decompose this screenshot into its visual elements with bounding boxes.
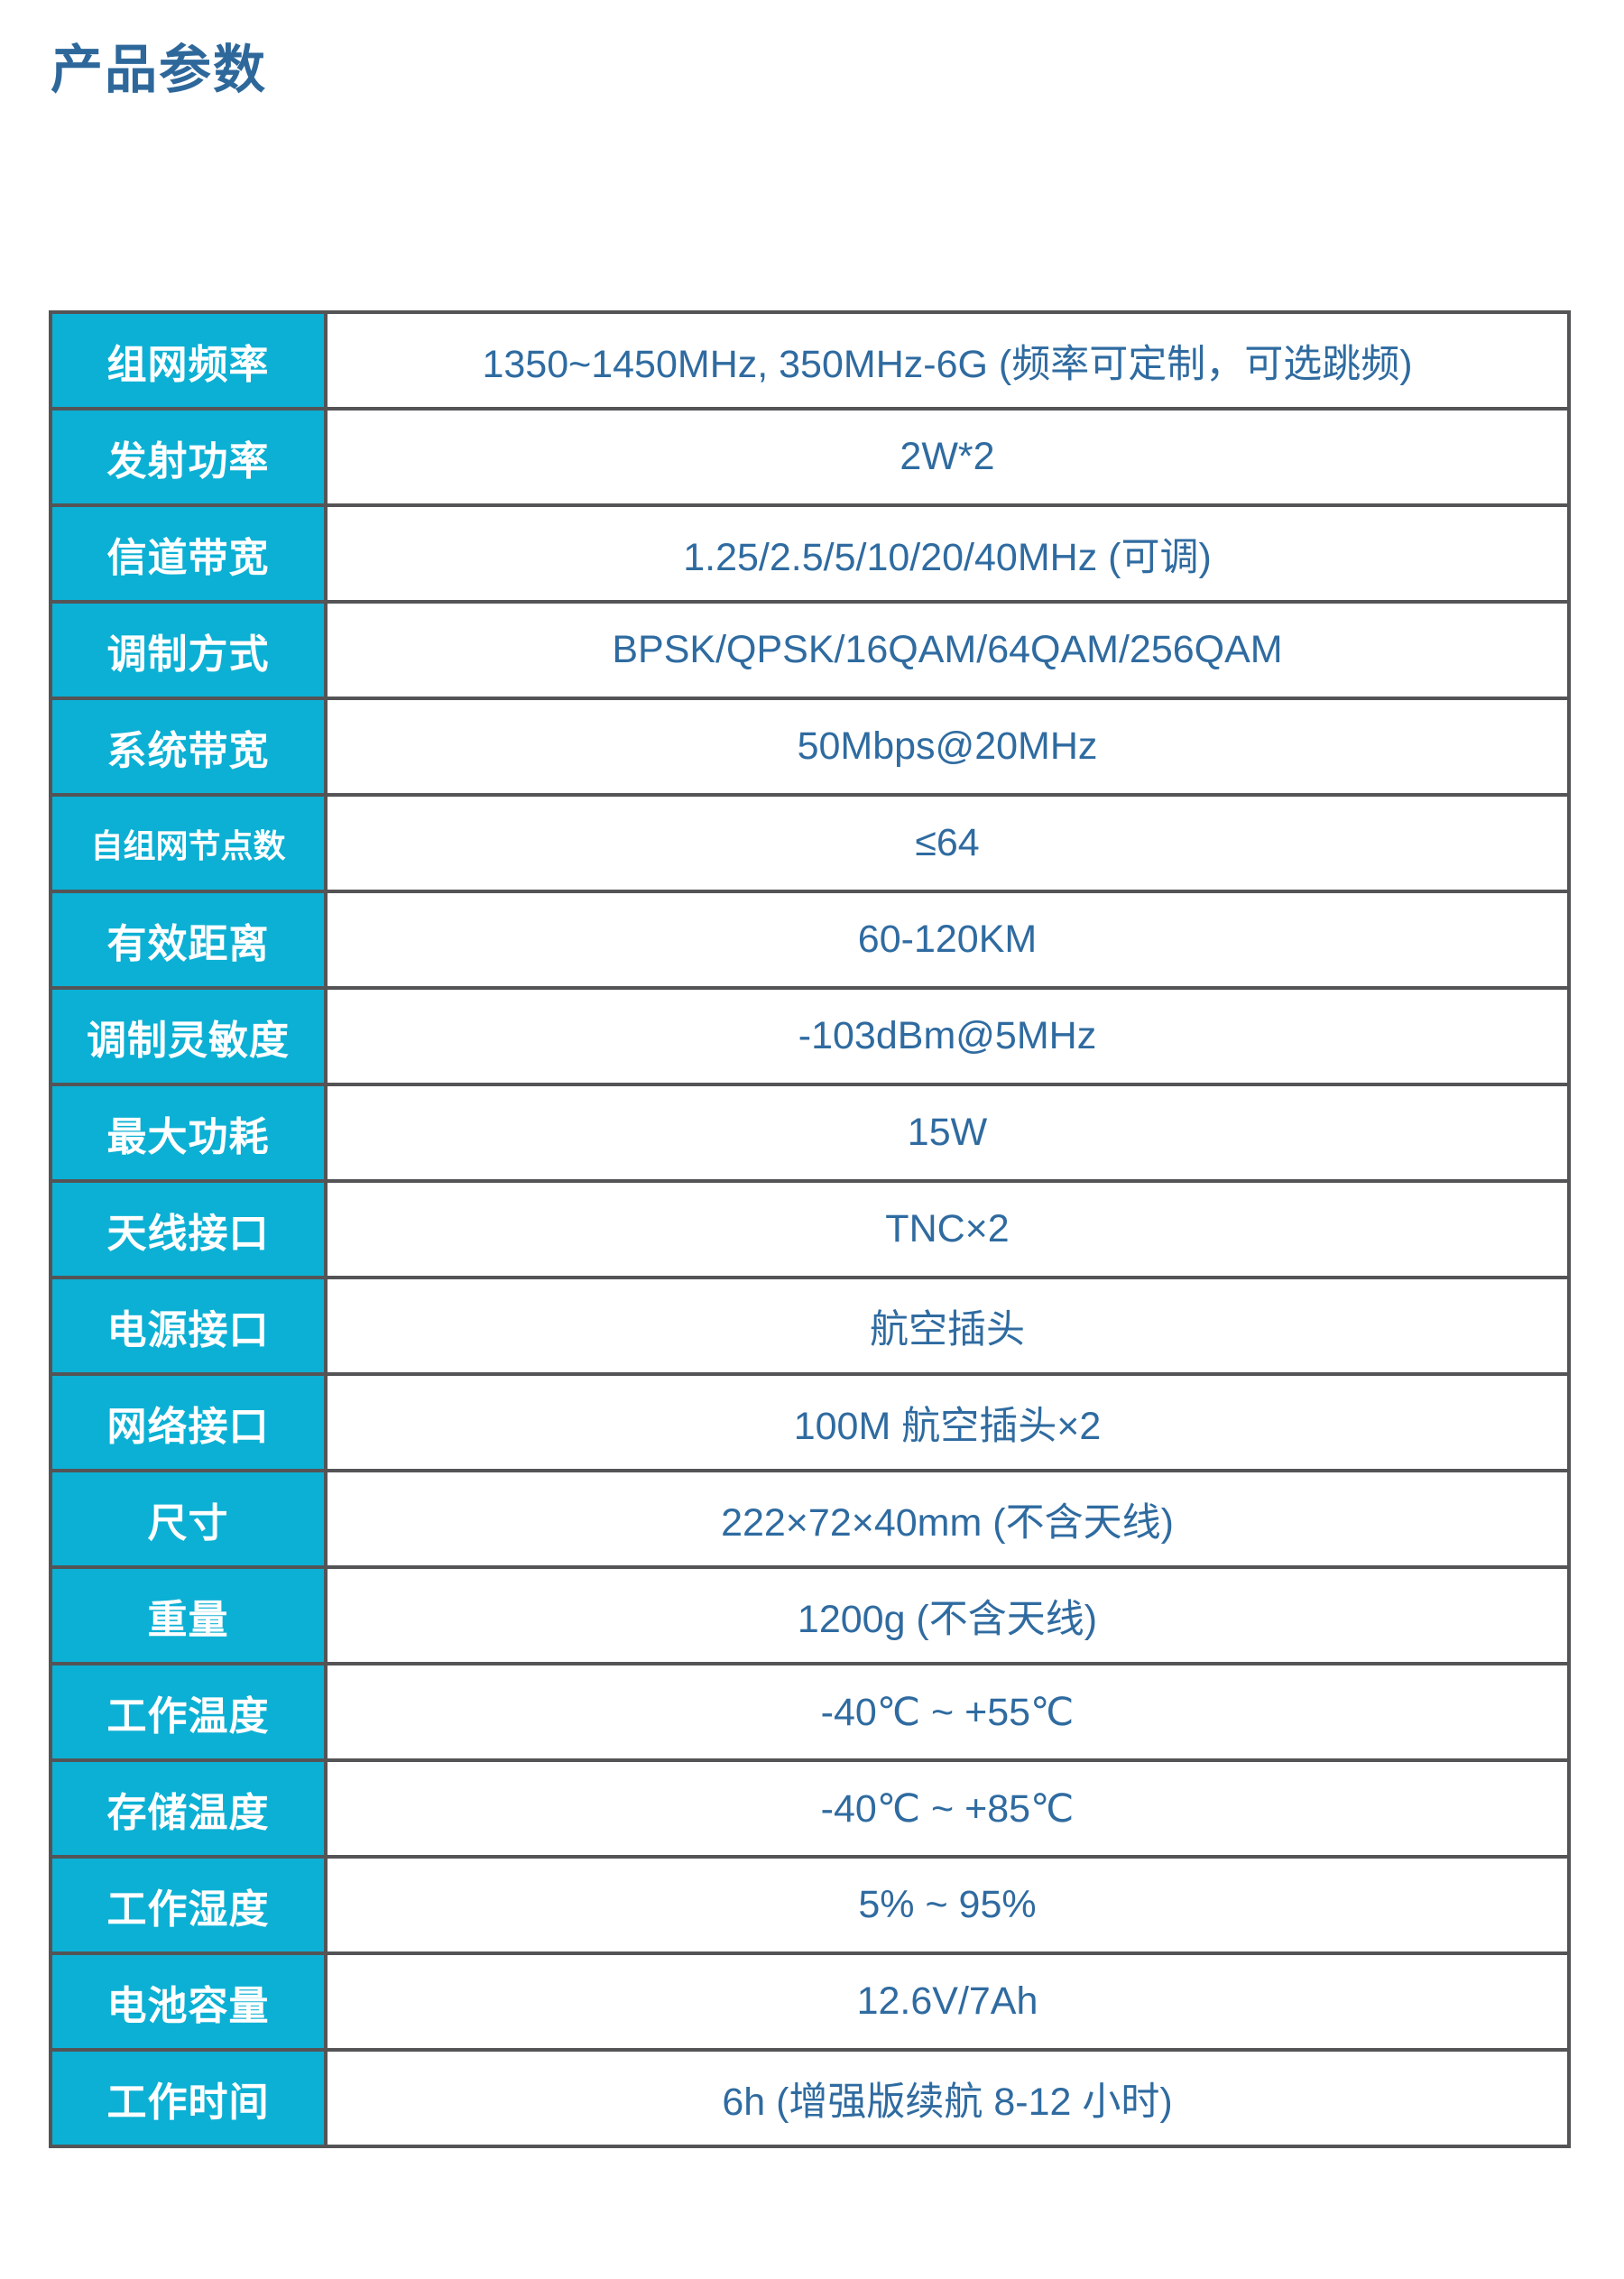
table-row: 有效距离 60-120KM: [49, 890, 1571, 990]
table-row: 电池容量 12.6V/7Ah: [49, 1951, 1571, 2052]
spec-table: 组网频率 1350~1450MHz, 350MHz-6G (频率可定制，可选跳频…: [49, 310, 1571, 2148]
spec-label: 调制方式: [49, 600, 328, 700]
spec-label: 网络接口: [49, 1372, 328, 1472]
spec-value: ≤64: [324, 793, 1571, 893]
spec-value: BPSK/QPSK/16QAM/64QAM/256QAM: [324, 600, 1571, 700]
spec-label: 发射功率: [49, 407, 328, 507]
spec-label: 尺寸: [49, 1469, 328, 1569]
table-row: 系统带宽 50Mbps@20MHz: [49, 697, 1571, 797]
table-row: 电源接口 航空插头: [49, 1276, 1571, 1376]
table-row: 尺寸 222×72×40mm (不含天线): [49, 1469, 1571, 1569]
table-row: 组网频率 1350~1450MHz, 350MHz-6G (频率可定制，可选跳频…: [49, 310, 1571, 411]
spec-label: 工作温度: [49, 1662, 328, 1762]
spec-label: 天线接口: [49, 1179, 328, 1279]
spec-value: -40℃ ~ +85℃: [324, 1758, 1571, 1859]
spec-label: 有效距离: [49, 890, 328, 990]
spec-value: -103dBm@5MHz: [324, 986, 1571, 1086]
spec-label: 重量: [49, 1565, 328, 1665]
table-row: 工作时间 6h (增强版续航 8-12 小时): [49, 2048, 1571, 2148]
table-row: 调制方式 BPSK/QPSK/16QAM/64QAM/256QAM: [49, 600, 1571, 700]
spec-label: 工作湿度: [49, 1855, 328, 1955]
spec-value: TNC×2: [324, 1179, 1571, 1279]
spec-label: 系统带宽: [49, 697, 328, 797]
spec-value: 100M 航空插头×2: [324, 1372, 1571, 1472]
spec-label: 信道带宽: [49, 503, 328, 604]
spec-value: -40℃ ~ +55℃: [324, 1662, 1571, 1762]
spec-label: 调制灵敏度: [49, 986, 328, 1086]
spec-value: 5% ~ 95%: [324, 1855, 1571, 1955]
table-row: 网络接口 100M 航空插头×2: [49, 1372, 1571, 1472]
page-title: 产品参数: [51, 41, 268, 99]
spec-value: 60-120KM: [324, 890, 1571, 990]
spec-label: 工作时间: [49, 2048, 328, 2148]
spec-value: 15W: [324, 1083, 1571, 1183]
table-row: 自组网节点数 ≤64: [49, 793, 1571, 893]
table-row: 天线接口 TNC×2: [49, 1179, 1571, 1279]
spec-label: 组网频率: [49, 310, 328, 411]
spec-value: 航空插头: [324, 1276, 1571, 1376]
spec-label: 电源接口: [49, 1276, 328, 1376]
table-row: 信道带宽 1.25/2.5/5/10/20/40MHz (可调): [49, 503, 1571, 604]
table-row: 最大功耗 15W: [49, 1083, 1571, 1183]
table-row: 工作湿度 5% ~ 95%: [49, 1855, 1571, 1955]
spec-value: 1.25/2.5/5/10/20/40MHz (可调): [324, 503, 1571, 604]
spec-label: 自组网节点数: [49, 793, 328, 893]
table-row: 重量 1200g (不含天线): [49, 1565, 1571, 1665]
table-row: 存储温度 -40℃ ~ +85℃: [49, 1758, 1571, 1859]
spec-value: 2W*2: [324, 407, 1571, 507]
table-row: 发射功率 2W*2: [49, 407, 1571, 507]
spec-label: 电池容量: [49, 1951, 328, 2052]
table-row: 调制灵敏度 -103dBm@5MHz: [49, 986, 1571, 1086]
spec-label: 最大功耗: [49, 1083, 328, 1183]
spec-label: 存储温度: [49, 1758, 328, 1859]
table-row: 工作温度 -40℃ ~ +55℃: [49, 1662, 1571, 1762]
spec-value: 1350~1450MHz, 350MHz-6G (频率可定制，可选跳频): [324, 310, 1571, 411]
spec-value: 50Mbps@20MHz: [324, 697, 1571, 797]
spec-value: 12.6V/7Ah: [324, 1951, 1571, 2052]
spec-table-body: 组网频率 1350~1450MHz, 350MHz-6G (频率可定制，可选跳频…: [49, 310, 1571, 2148]
spec-value: 1200g (不含天线): [324, 1565, 1571, 1665]
spec-value: 222×72×40mm (不含天线): [324, 1469, 1571, 1569]
spec-value: 6h (增强版续航 8-12 小时): [324, 2048, 1571, 2148]
